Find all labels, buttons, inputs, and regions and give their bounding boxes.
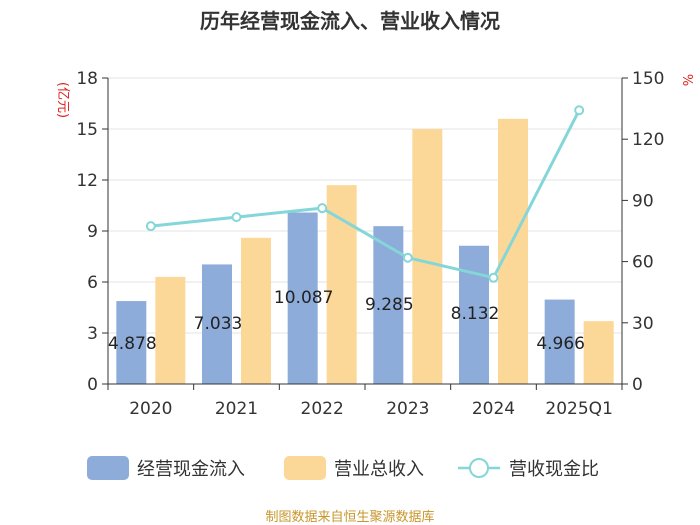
left-axis-unit: (亿元) — [55, 82, 70, 118]
line-series — [145, 105, 585, 283]
data-label-cash-inflow: 4.966 — [536, 334, 585, 354]
legend-marker-ratio — [469, 458, 489, 478]
bars — [116, 118, 614, 385]
bar-revenue — [583, 321, 614, 384]
data-label-cash-inflow: 8.132 — [451, 304, 500, 324]
legend-label-revenue: 营业总收入 — [334, 459, 424, 480]
bar-cash-inflow — [459, 245, 489, 384]
line-point-ratio — [402, 252, 413, 263]
data-label-cash-inflow: 10.087 — [274, 288, 333, 308]
x-axis-tick-label: 2022 — [301, 399, 344, 419]
bar-revenue — [155, 276, 186, 384]
right-axis-unit: % — [679, 74, 694, 86]
right-axis-tick-label: 30 — [632, 314, 654, 334]
data-labels: 4.878 7.033 10.087 9.285 8.132 4.966 — [108, 288, 585, 354]
right-axis-tick-label: 120 — [632, 130, 664, 150]
line-point-ratio — [317, 203, 328, 214]
right-axis-tick-label: 150 — [632, 69, 664, 89]
right-axis-tick-label: 90 — [632, 191, 654, 211]
x-axis-tick-label: 2020 — [129, 399, 172, 419]
bar-revenue — [241, 237, 271, 384]
bar-cash-inflow — [544, 299, 575, 384]
bar-cash-inflow — [202, 264, 232, 384]
data-label-cash-inflow: 9.285 — [365, 295, 414, 315]
bar-revenue — [498, 118, 528, 385]
legend: 经营现金流入 营业总收入 营收现金比 — [87, 456, 599, 480]
left-axis-tick-label: 9 — [87, 222, 98, 242]
x-axis-tick-label: 2021 — [215, 399, 258, 419]
legend-label-ratio: 营收现金比 — [509, 459, 599, 480]
bar-revenue — [412, 129, 443, 384]
right-axis-tick-label: 0 — [632, 375, 643, 395]
legend-swatch-cash-inflow — [87, 456, 129, 480]
left-axis-tick-label: 15 — [76, 120, 98, 140]
line-point-ratio — [231, 212, 242, 223]
x-axis-tick-label: 2024 — [472, 399, 515, 419]
axes: 0 3 6 9 12 15 18 0 30 60 90 120 150 2020 2021 2022 2023 2… — [76, 69, 664, 419]
line-point-ratio — [488, 272, 499, 283]
left-axis-tick-label: 18 — [76, 69, 98, 89]
line-point-ratio — [574, 105, 585, 116]
data-label-cash-inflow: 7.033 — [194, 314, 243, 334]
right-axis-tick-label: 60 — [632, 253, 654, 273]
left-axis-tick-label: 3 — [87, 324, 98, 344]
legend-label-cash-inflow: 经营现金流入 — [137, 459, 245, 480]
line-ratio — [150, 109, 581, 280]
bar-cash-inflow — [116, 301, 147, 384]
source-note: 制图数据来自恒生聚源数据库 — [265, 509, 434, 525]
left-axis-tick-label: 0 — [87, 375, 98, 395]
bar-cash-inflow — [287, 212, 318, 384]
x-axis-tick-label: 2025Q1 — [545, 399, 612, 419]
data-label-cash-inflow: 4.878 — [108, 334, 157, 354]
grid — [108, 77, 622, 334]
x-axis-tick-label: 2023 — [386, 399, 429, 419]
left-axis-tick-label: 12 — [76, 171, 98, 191]
left-axis-tick-label: 6 — [87, 273, 98, 293]
line-point-ratio — [145, 221, 156, 232]
chart-title: 历年经营现金流入、营业收入情况 — [200, 9, 500, 33]
legend-swatch-revenue — [284, 456, 326, 480]
